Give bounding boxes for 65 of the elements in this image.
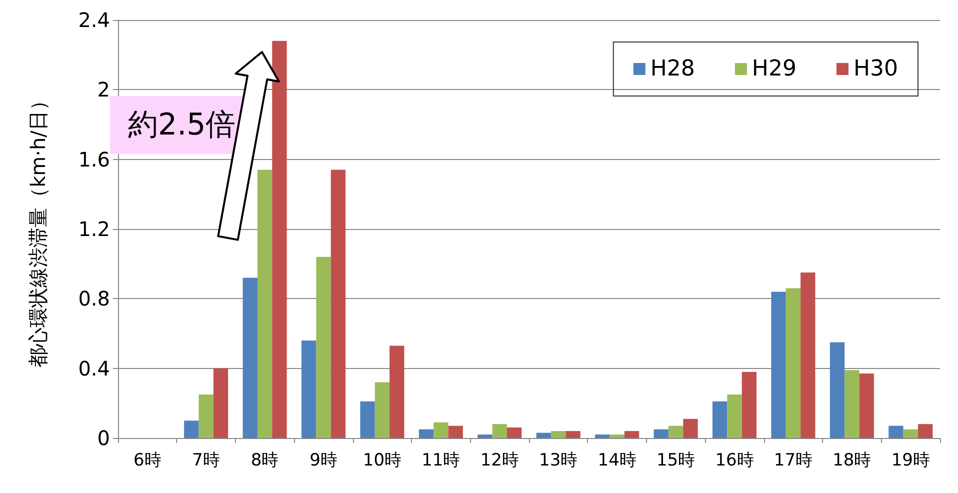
bar [301, 340, 316, 438]
bar [242, 278, 258, 438]
bar [844, 370, 860, 438]
bar [888, 426, 904, 438]
legend-label: H30 [853, 56, 898, 82]
bar [859, 374, 874, 438]
bar [742, 372, 757, 438]
bar [448, 426, 463, 438]
bar [654, 429, 668, 438]
bar [536, 432, 552, 438]
x-tick-label: 15時 [656, 450, 696, 470]
bar [566, 431, 580, 438]
bar [771, 292, 786, 438]
x-tick-label: 17時 [774, 450, 813, 470]
bar [330, 170, 346, 438]
x-tick-label: 8時 [250, 450, 279, 470]
y-tick-label: 1.6 [78, 147, 110, 172]
y-axis-title: 都心環状線渋滞量（km·h/日） [26, 90, 50, 368]
x-tick-label: 19時 [891, 450, 930, 470]
bar [390, 346, 404, 438]
bar [374, 382, 390, 438]
y-tick-label: 0 [97, 426, 110, 450]
bar [610, 434, 624, 438]
bar [184, 420, 199, 438]
bar [418, 429, 434, 438]
y-tick-label: 2 [97, 78, 110, 102]
bar [478, 434, 492, 438]
y-tick-label: 2.4 [78, 8, 110, 32]
x-tick-label: 11時 [422, 450, 460, 470]
y-tick-label: 0.8 [78, 286, 110, 311]
bar [492, 424, 507, 438]
bar [786, 288, 801, 438]
annotation: 約2.5倍 [128, 108, 236, 142]
bar [551, 431, 566, 438]
bar [668, 426, 684, 438]
bar [595, 434, 610, 438]
bar [213, 368, 228, 438]
x-tick-label: 12時 [480, 450, 519, 470]
bar [198, 394, 214, 438]
x-tick-label: 14時 [598, 450, 636, 470]
bar [272, 40, 287, 438]
y-tick-label: 1.2 [78, 217, 110, 241]
bar [800, 272, 816, 438]
bar [903, 429, 918, 438]
legend-label: H28 [650, 56, 695, 82]
x-tick-label: 9時 [310, 450, 338, 470]
y-tick-label: 0.4 [78, 356, 110, 380]
x-tick-label: 16時 [715, 450, 754, 470]
bar [830, 342, 845, 438]
bar [316, 256, 331, 438]
bar [360, 401, 375, 438]
bar [727, 394, 742, 438]
legend-label: H29 [752, 56, 796, 82]
x-tick-label: 18時 [832, 450, 872, 470]
bar [434, 422, 448, 438]
x-tick-label: 6時 [133, 450, 162, 470]
bar [712, 401, 728, 438]
x-tick-label: 10時 [362, 450, 402, 470]
x-tick-label: 7時 [192, 450, 220, 470]
bar [257, 170, 272, 438]
bar [624, 431, 640, 438]
bar [683, 418, 698, 438]
x-tick-label: 13時 [539, 450, 578, 470]
bar [918, 424, 933, 438]
bar [506, 428, 522, 438]
